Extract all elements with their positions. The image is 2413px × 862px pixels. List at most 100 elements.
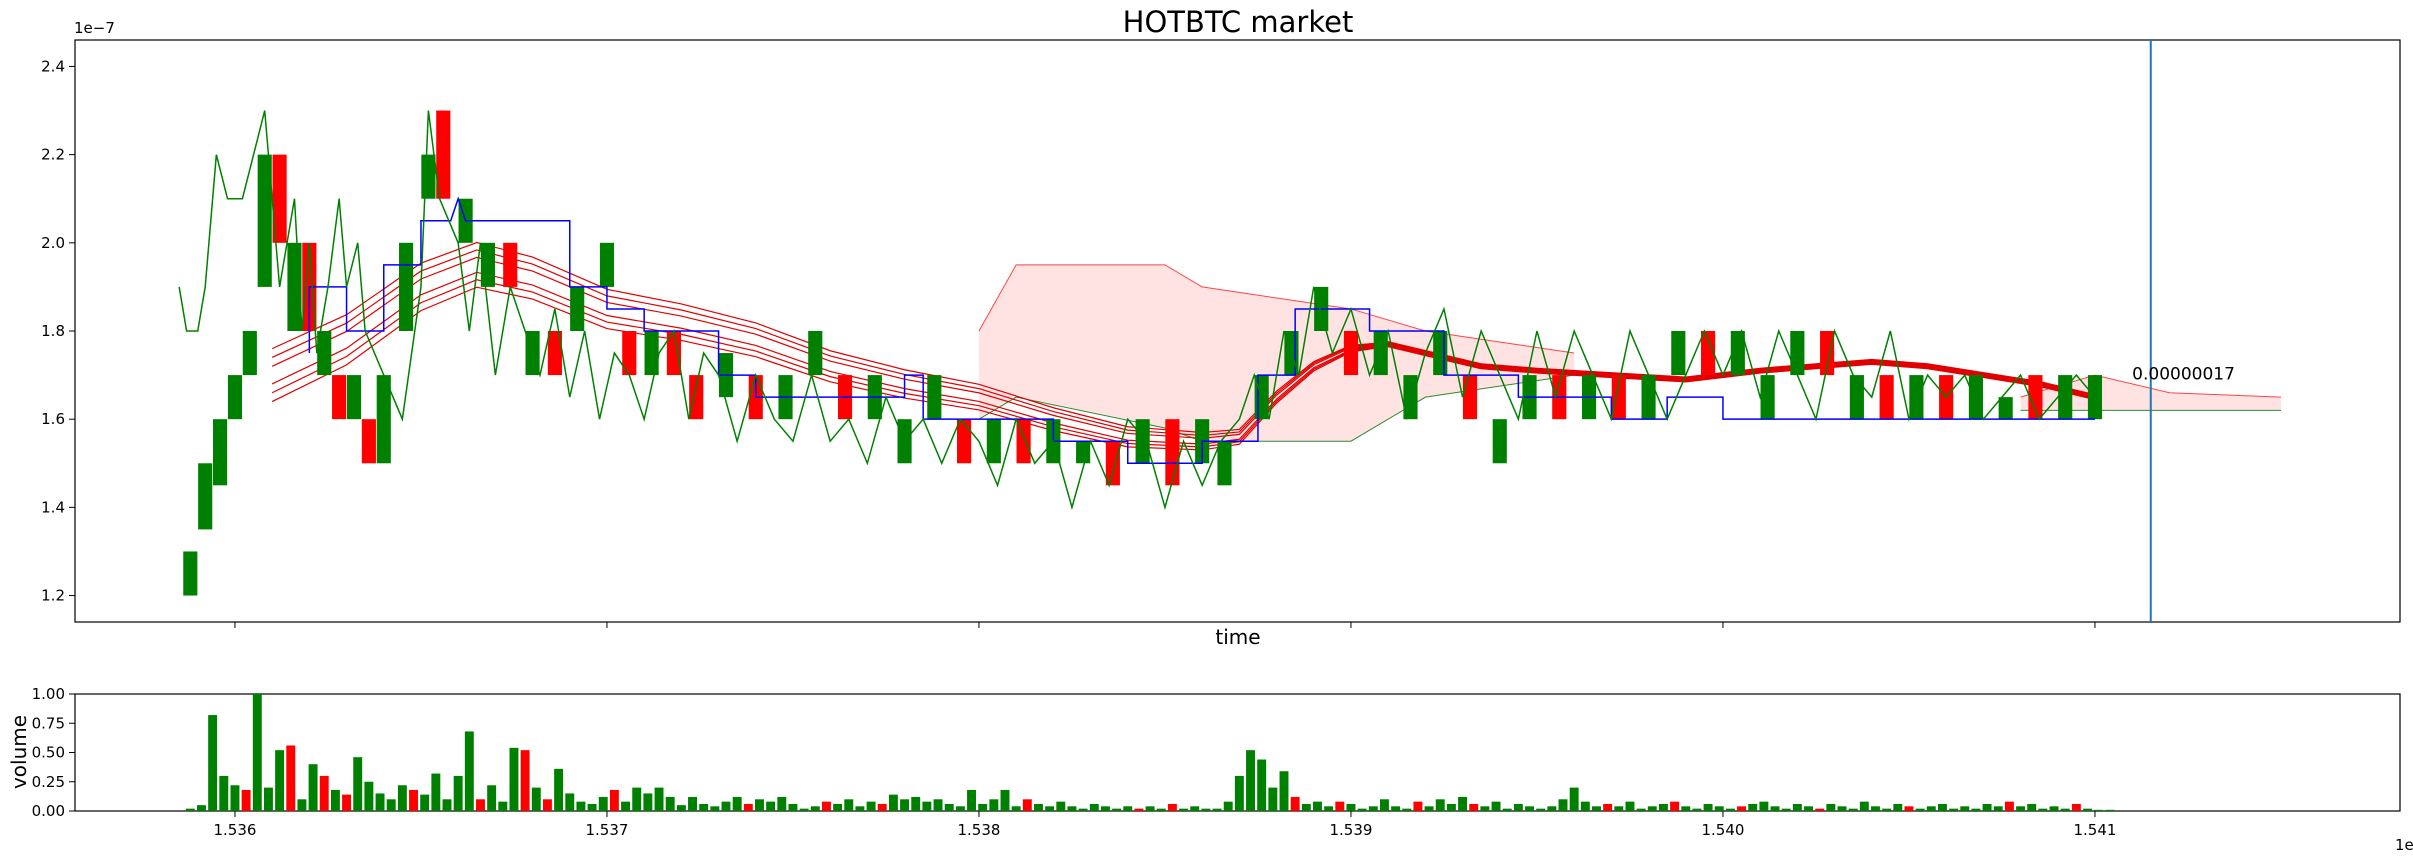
volume-bar-122: [1547, 806, 1557, 811]
x-offset-label: 1e12: [2395, 836, 2413, 854]
volume-bar-57: [821, 801, 831, 811]
price-y-tick-label: 2.2: [41, 146, 65, 164]
volume-bar-82: [1100, 806, 1110, 811]
candle-42: [1135, 419, 1150, 464]
candle-15: [421, 154, 436, 199]
series-line-1: [178, 110, 2096, 511]
volume-bar-27: [487, 785, 497, 811]
volume-bar-20: [409, 789, 418, 811]
volume-bar-4: [230, 785, 240, 811]
candle-49: [1343, 331, 1359, 376]
volume-bar-62: [877, 803, 887, 811]
volume-bar-41: [643, 793, 653, 811]
volume-bar-160: [1971, 808, 1981, 811]
volume-bar-124: [1569, 787, 1579, 811]
candle-65: [1820, 331, 1835, 376]
volume-bar-56: [810, 806, 820, 811]
volume-bar-137: [1714, 806, 1724, 811]
candle-71: [1998, 397, 2013, 420]
volume-bar-159: [1960, 806, 1970, 811]
volume-bar-88: [1167, 803, 1177, 811]
candle-13: [376, 375, 391, 464]
volume-bar-10: [297, 799, 307, 811]
volume-bar-68: [944, 803, 954, 811]
volume-bar-146: [1815, 808, 1825, 811]
volume-bar-125: [1580, 801, 1590, 811]
volume-bar-112: [1435, 799, 1445, 811]
volume-bar-48: [721, 801, 731, 811]
candle-10: [332, 375, 347, 420]
candle-26: [666, 331, 681, 376]
volume-bar-47: [710, 806, 720, 811]
volume-bar-19: [397, 785, 407, 811]
candle-54: [1492, 419, 1507, 464]
price-y-tick-label: 2.0: [41, 234, 65, 252]
volume-bar-117: [1491, 801, 1501, 811]
candle-11: [346, 375, 362, 420]
volume-bar-73: [1000, 789, 1010, 811]
volume-bar-140: [1748, 803, 1758, 811]
candle-35: [927, 375, 942, 420]
volume-bar-114: [1458, 796, 1468, 811]
volume-bar-170: [2083, 808, 2092, 811]
volume-bar-70: [967, 789, 976, 811]
volume-bar-64: [900, 799, 910, 811]
volume-y-tick-label: 0.75: [32, 714, 65, 732]
candle-23: [599, 242, 615, 287]
volume-bar-18: [386, 799, 396, 811]
volume-bar-83: [1112, 808, 1122, 811]
volume-bar-142: [1770, 806, 1780, 811]
volume-bar-119: [1513, 803, 1523, 811]
volume-bar-131: [1647, 806, 1657, 811]
volume-bar-151: [1871, 806, 1880, 811]
volume-bar-123: [1558, 799, 1568, 811]
price-y-axis: 1.2 1.4 1.6 1.8 2.0 2.2 2.4: [41, 57, 75, 605]
volume-x-tick-label: 1.536: [213, 821, 256, 839]
volume-bar-172: [2105, 809, 2115, 811]
volume-bar-94: [1234, 775, 1244, 811]
candle-25: [644, 331, 659, 376]
volume-bar-46: [699, 803, 709, 811]
price-plot: 1.2 1.4 1.6 1.8 2.0 2.2 2.4 0.00000017: [41, 39, 2401, 628]
volume-bar-5: [241, 789, 251, 811]
volume-bar-52: [766, 801, 776, 811]
volume-bar-14: [342, 794, 352, 811]
candle-61: [1701, 331, 1716, 376]
volume-bar-153: [1893, 803, 1903, 811]
volume-bar-55: [799, 808, 809, 811]
candle-16: [436, 110, 451, 199]
volume-bar-84: [1123, 806, 1133, 811]
volume-bar-63: [888, 794, 898, 811]
volume-bar-72: [989, 799, 999, 811]
volume-bar-167: [2049, 806, 2059, 811]
volume-bar-92: [1212, 808, 1222, 811]
volume-bar-15: [353, 757, 363, 811]
volume-bar-169: [2071, 803, 2081, 811]
candle-60: [1671, 331, 1686, 376]
volume-bar-59: [844, 799, 854, 811]
volume-bar-21: [420, 794, 430, 811]
volume-bar-24: [453, 775, 463, 811]
volume-bar-76: [1034, 803, 1043, 811]
volume-bar-101: [1313, 801, 1322, 811]
volume-bar-29: [509, 747, 519, 811]
volume-bar-60: [855, 806, 865, 811]
volume-bar-23: [442, 799, 452, 811]
volume-bar-108: [1391, 806, 1401, 811]
volume-bar-50: [743, 803, 753, 811]
volume-bar-9: [286, 745, 296, 811]
candle-12: [361, 419, 376, 464]
volume-bar-145: [1804, 806, 1813, 811]
volume-bar-87: [1156, 808, 1166, 811]
volume-bar-8: [275, 750, 285, 811]
candle-24: [622, 331, 637, 376]
volume-bar-36: [587, 803, 597, 811]
volume-bar-152: [1882, 808, 1892, 811]
volume-bar-91: [1201, 808, 1211, 811]
volume-bar-25: [464, 731, 474, 811]
price-y-tick-label: 1.4: [41, 498, 65, 516]
volume-bar-78: [1056, 801, 1066, 811]
volume-bar-133: [1670, 801, 1680, 811]
volume-bar-81: [1089, 803, 1099, 811]
volume-bar-71: [978, 803, 988, 811]
